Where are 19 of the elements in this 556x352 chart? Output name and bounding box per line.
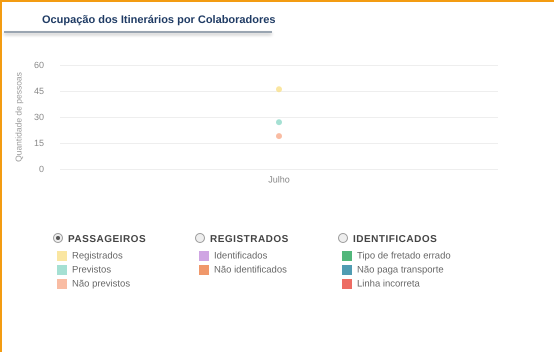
x-tick-label: Julho: [268, 174, 290, 184]
y-tick-label: 15: [34, 138, 44, 148]
legend-label: Não previstos: [72, 278, 130, 290]
y-tick-label: 60: [34, 60, 44, 70]
legend-label: Linha incorreta: [357, 278, 421, 290]
y-tick-label: 0: [38, 164, 44, 174]
legend-label: Não paga transporte: [357, 264, 444, 276]
legend-label: Registrados: [72, 250, 123, 262]
legend-label: Não identificados: [214, 264, 288, 276]
y-axis-title: Quantidade de pessoas: [14, 72, 24, 162]
text: PASSAGEIROS: [68, 234, 146, 245]
legend-label: Tipo de fretado errado: [357, 250, 451, 262]
legend-label: Identificados: [214, 250, 268, 262]
chart-title: Ocupação dos Itinerários por Colaboradores: [42, 14, 276, 26]
text: REGISTRADOS: [210, 234, 289, 245]
legend-label: Previstos: [72, 264, 112, 276]
text: IDENTIFICADOS: [353, 234, 438, 245]
y-tick-label: 30: [34, 112, 44, 122]
y-tick-label: 45: [34, 86, 44, 96]
